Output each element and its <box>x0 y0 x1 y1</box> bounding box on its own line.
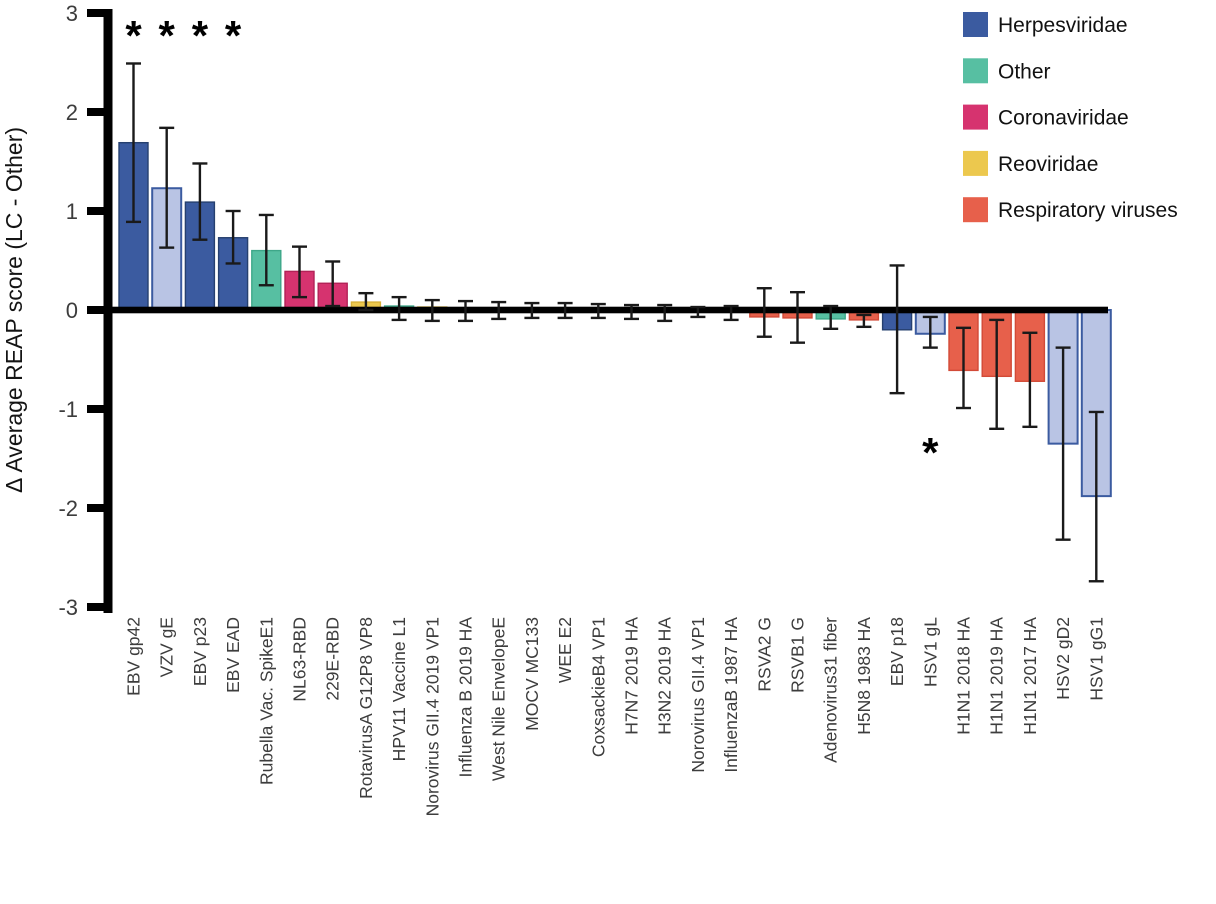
x-tick-label: Rubella Vac. SpikeE1 <box>256 617 276 785</box>
y-tick-label: 0 <box>66 298 78 323</box>
x-tick-label: NL63-RBD <box>290 617 310 702</box>
x-tick-label: Norovirus GII.4 2019 VP1 <box>422 617 442 816</box>
y-axis-tick <box>87 9 104 17</box>
x-tick-label: WEE E2 <box>555 617 575 683</box>
error-bars-group <box>126 62 1104 583</box>
x-tick-label: Norovirus GII.4 VP1 <box>688 617 708 773</box>
x-tick-label: VZV gE <box>157 617 177 677</box>
x-tick-label: HSV1 gG1 <box>1086 617 1106 701</box>
y-tick-label: 3 <box>66 1 78 26</box>
bars-group <box>118 141 1112 498</box>
y-axis-tick <box>87 504 104 512</box>
x-tick-label: Adenovirus31 fiber <box>821 617 841 763</box>
x-tick-label: EBV p23 <box>190 617 210 686</box>
x-tick-label: HSV2 gD2 <box>1053 617 1073 700</box>
legend-item: Coronaviridae <box>963 104 1129 130</box>
y-tick-label: -3 <box>58 595 78 620</box>
legend-label: Reoviridae <box>998 153 1098 176</box>
x-tick-label: Influenza B 2019 HA <box>456 617 476 778</box>
y-tick-label: -1 <box>58 397 78 422</box>
legend-swatch-magenta <box>963 104 988 130</box>
zero-baseline <box>103 306 1108 314</box>
x-tick-label: HPV11 Vaccine L1 <box>389 617 409 761</box>
x-tick-label: H1N1 2017 HA <box>1020 617 1040 735</box>
y-axis-tick <box>87 306 104 314</box>
legend-swatch-red <box>963 197 988 223</box>
legend-swatch-teal <box>963 58 988 84</box>
y-tick-label: -2 <box>58 496 78 521</box>
legend: Herpesviridae Other Coronaviridae Reovirida… <box>963 12 1178 223</box>
x-tick-label: H5N8 1983 HA <box>854 617 874 735</box>
x-tick-label: EBV EAD <box>223 617 243 693</box>
legend-item: Reoviridae <box>963 150 1098 176</box>
x-tick-label: RSVA2 G <box>754 617 774 692</box>
x-tick-label: H3N2 2019 HA <box>655 617 675 735</box>
legend-swatch-blue <box>963 12 988 37</box>
x-tick-label: H1N1 2018 HA <box>954 617 974 735</box>
x-labels-group: EBV gp42 VZV gE EBV p23 EBV EAD Rubella Vac.… <box>124 617 1107 817</box>
legend-label: Other <box>998 60 1051 83</box>
y-axis-label: Δ Average REAP score (LC - Other) <box>1 127 27 493</box>
x-tick-label: West Nile EnvelopeE <box>489 617 509 781</box>
x-tick-label: RotavirusA G12P8 VP8 <box>356 617 376 799</box>
legend-swatch-yellow <box>963 150 988 176</box>
legend-label: Herpesviridae <box>998 14 1128 37</box>
x-tick-label: EBV p18 <box>887 617 907 686</box>
x-tick-label: EBV gp42 <box>124 617 144 696</box>
x-tick-label: CoxsackieB4 VP1 <box>588 617 608 757</box>
x-tick-label: H7N7 2019 HA <box>622 617 642 735</box>
y-axis-tick <box>87 207 104 215</box>
x-tick-label: HSV1 gL <box>920 617 940 687</box>
x-tick-label: MOCV MC133 <box>522 617 542 731</box>
significance-asterisk: * <box>159 12 176 59</box>
y-tick-label: 1 <box>66 199 78 224</box>
legend-item: Other <box>963 58 1051 84</box>
legend-label: Coronaviridae <box>998 107 1129 130</box>
x-tick-label: InfluenzaB 1987 HA <box>721 617 741 773</box>
significance-asterisk: * <box>922 429 939 476</box>
legend-item: Respiratory viruses <box>963 197 1178 223</box>
significance-asterisk: * <box>225 12 242 59</box>
x-tick-label: H1N1 2019 HA <box>987 617 1007 735</box>
legend-label: Respiratory viruses <box>998 199 1178 222</box>
y-axis-tick <box>87 405 104 413</box>
x-tick-label: 229E-RBD <box>323 617 343 701</box>
y-axis-tick <box>87 603 104 611</box>
y-axis-tick <box>87 108 104 116</box>
legend-item: Herpesviridae <box>963 12 1128 37</box>
y-tick-label: 2 <box>66 100 78 125</box>
significance-asterisk: * <box>125 12 142 59</box>
significance-asterisk: * <box>192 12 209 59</box>
x-tick-label: RSVB1 G <box>788 617 808 693</box>
